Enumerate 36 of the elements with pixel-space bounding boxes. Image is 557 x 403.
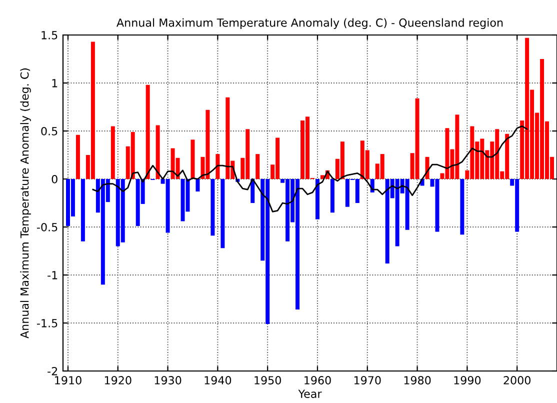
bar bbox=[190, 140, 195, 179]
x-tick-label: 1910 bbox=[55, 376, 82, 384]
y-tick-label: -1 bbox=[48, 271, 58, 280]
x-tick-label: 1980 bbox=[404, 376, 431, 384]
x-tick-label: 1920 bbox=[104, 376, 132, 384]
y-tick-label: -0.5 bbox=[37, 222, 58, 232]
chart-title: Annual Maximum Temperature Anomaly (deg. C) - Queensland region bbox=[116, 18, 503, 29]
bar bbox=[315, 179, 320, 220]
x-tick-label: 1940 bbox=[204, 376, 232, 384]
y-tick-label: -2 bbox=[48, 366, 58, 376]
bar bbox=[216, 154, 220, 179]
x-tick-label: 1930 bbox=[154, 376, 182, 384]
bar bbox=[80, 179, 85, 242]
y-tick-label: 0.5 bbox=[41, 126, 58, 136]
bar bbox=[196, 179, 200, 192]
line-series bbox=[92, 126, 528, 212]
y-tick-label: 1.5 bbox=[42, 31, 58, 40]
bar bbox=[330, 179, 334, 213]
bar bbox=[76, 134, 80, 179]
y-tick-label: 0 bbox=[52, 174, 58, 184]
bar bbox=[220, 179, 225, 248]
y-axis-title: Annual Maximum Temperature Anomaly (deg. C) bbox=[20, 68, 31, 338]
x-tick-label: 1950 bbox=[254, 376, 281, 384]
bar bbox=[156, 125, 160, 179]
x-tick-label: 1990 bbox=[454, 376, 481, 384]
y-tick-label: 1 bbox=[52, 79, 58, 88]
bar bbox=[460, 179, 464, 235]
x-axis-title: Year bbox=[298, 390, 322, 398]
bar bbox=[110, 126, 115, 179]
bar bbox=[146, 84, 150, 179]
bar bbox=[210, 179, 215, 236]
bar bbox=[256, 154, 260, 179]
x-tick-label: 2000 bbox=[504, 376, 530, 384]
x-tick-label: 1960 bbox=[304, 376, 331, 384]
y-tick-label: -1.5 bbox=[37, 319, 58, 328]
x-tick-label: 1970 bbox=[354, 376, 381, 384]
